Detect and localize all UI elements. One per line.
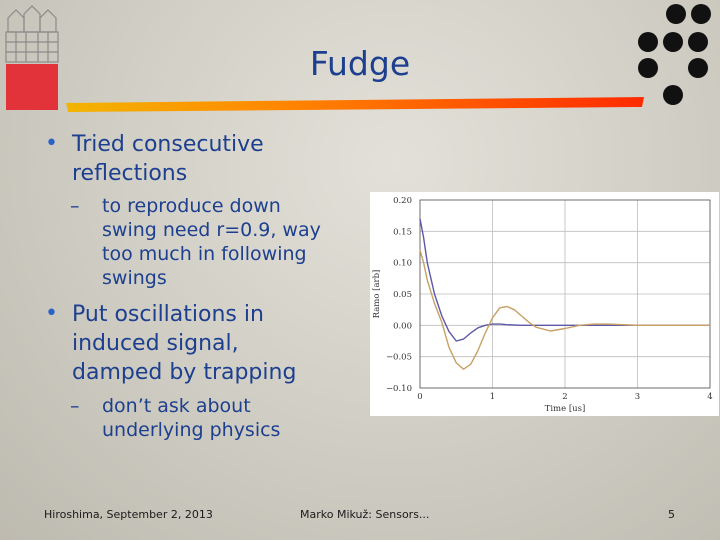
bullet-line: damped by trapping — [72, 360, 297, 385]
y-tick-label: −0.05 — [386, 353, 412, 363]
sub-bullet-line: don’t ask about — [102, 395, 251, 417]
ramo-signal-plot: −0.10 −0.05 0.00 0.05 0.10 0.15 0.20 0 1 2 3 4 Time … — [370, 192, 719, 416]
y-axis-label: Ramo [arb] — [372, 270, 382, 319]
sub-bullet-item: – don’t ask about underlying physics — [70, 394, 281, 442]
bullet-line: induced signal, — [72, 331, 239, 356]
bullet-marker: • — [45, 301, 58, 326]
y-tick-label: 0.10 — [393, 259, 412, 269]
bullet-item: • Tried consecutive reflections — [45, 130, 264, 188]
plot-frame — [419, 199, 711, 389]
university-logo — [4, 4, 60, 112]
bullet-item: • Put oscillations in induced signal, da… — [45, 300, 297, 387]
y-tick-label: 0.05 — [393, 290, 412, 300]
x-tick-label: 4 — [707, 392, 712, 402]
footer-author: Marko Mikuž: Sensors... — [300, 508, 430, 521]
sub-bullet-line: swing need r=0.9, way — [102, 219, 321, 241]
footer-event: Hiroshima, September 2, 2013 — [44, 508, 213, 521]
bullet-marker: • — [45, 131, 58, 156]
sub-bullet-marker: – — [70, 395, 80, 417]
x-tick-label: 2 — [562, 392, 567, 402]
bullet-line: Tried consecutive — [72, 132, 264, 157]
sub-bullet-line: too much in following — [102, 243, 307, 265]
y-tick-label: 0.00 — [393, 321, 412, 331]
y-tick-label: −0.10 — [386, 384, 412, 394]
x-tick-label: 3 — [635, 392, 640, 402]
sub-bullet-line: to reproduce down — [102, 195, 281, 217]
chart-svg: −0.10 −0.05 0.00 0.05 0.10 0.15 0.20 0 1 2 3 4 Time … — [372, 196, 713, 414]
sub-bullet-line: underlying physics — [102, 419, 281, 441]
sub-bullet-line: swings — [102, 267, 167, 289]
slide-title: Fudge — [309, 44, 411, 83]
decorative-dots — [628, 0, 720, 112]
bullet-line: reflections — [72, 161, 188, 186]
x-axis-label: Time [us] — [545, 404, 586, 414]
series-line-2 — [419, 249, 710, 370]
y-tick-label: 0.15 — [393, 227, 412, 237]
bullet-line: Put oscillations in — [72, 302, 264, 327]
slide-number: 5 — [668, 508, 675, 521]
y-tick-label: 0.20 — [393, 196, 412, 206]
sub-bullet-item: – to reproduce down swing need r=0.9, wa… — [70, 194, 321, 290]
x-tick-label: 1 — [490, 392, 495, 402]
x-tick-label: 0 — [417, 392, 422, 402]
title-underline — [66, 94, 644, 118]
sub-bullet-marker: – — [70, 195, 80, 217]
